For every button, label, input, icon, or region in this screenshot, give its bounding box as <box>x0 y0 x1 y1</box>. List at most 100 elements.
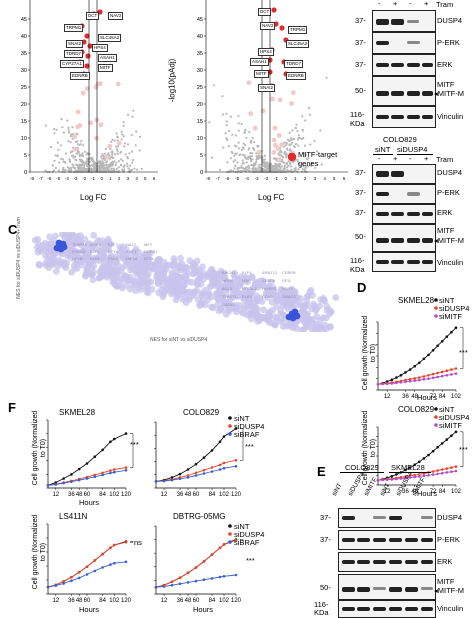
grey-dot <box>63 132 65 134</box>
nes-dot <box>114 283 121 290</box>
data-point-siBRAF <box>55 584 58 587</box>
grey-dot <box>132 110 134 112</box>
grey-dot <box>117 145 119 147</box>
y-tick-label: 10 <box>197 136 203 142</box>
data-point-siMITF <box>409 380 412 383</box>
nes-dot <box>254 318 261 325</box>
grey-dot <box>297 145 299 147</box>
x-tick-label: 120 <box>121 598 132 604</box>
grey-dot <box>62 158 64 160</box>
data-point-siNT <box>62 477 65 480</box>
gene-label: SLC45A2 <box>286 40 309 48</box>
data-point-siBRAF <box>70 480 73 483</box>
grey-dot <box>114 153 116 155</box>
nes-dot <box>123 274 130 281</box>
data-point-siMITF <box>386 478 389 481</box>
x-tick-label: 36 <box>68 598 75 604</box>
x-tick-label: 84 <box>99 492 106 498</box>
grey-dot <box>255 167 257 169</box>
data-point-siBRAF <box>109 472 112 475</box>
data-point-siNT <box>78 468 81 471</box>
grey-dot <box>211 157 213 159</box>
data-point-siBRAF <box>125 469 128 472</box>
grey-dot <box>75 132 77 134</box>
x-tick-label: 12 <box>161 492 168 498</box>
data-point-siMITF <box>455 470 458 473</box>
nes-dot <box>90 232 97 239</box>
x-tick-label: 102 <box>109 492 120 498</box>
y-tick-label: 25 <box>197 85 203 91</box>
grey-dot <box>111 164 113 166</box>
legend-marker <box>228 540 232 544</box>
gene-label: HPS4 <box>258 48 274 56</box>
nes-dot <box>209 268 216 275</box>
gene-label: EDNRB <box>286 72 306 80</box>
panel-c-plot <box>30 232 342 332</box>
nes-dot <box>156 279 163 286</box>
data-point-siNT <box>418 362 421 365</box>
chart-title: COLO829 <box>398 405 434 414</box>
nes-dot <box>225 306 232 313</box>
legend-entry: siMITF <box>439 421 462 430</box>
data-point-siMITF <box>386 383 389 386</box>
mitf-target-dot-faint <box>257 150 262 155</box>
nes-dot <box>254 306 261 313</box>
nes-dot <box>313 313 320 320</box>
grey-dot <box>251 168 253 170</box>
nes-dot <box>154 272 161 279</box>
grey-dot <box>131 116 133 118</box>
x-tick-label: -6 <box>225 176 229 181</box>
x-tick-label: -1 <box>274 176 278 181</box>
data-point-siNT <box>450 331 453 334</box>
blot-top-dusp4 <box>372 10 436 32</box>
y-tick-label: 20 <box>197 102 203 108</box>
grey-dot <box>289 163 291 165</box>
data-point-siBRAF <box>171 479 174 482</box>
data-point-siDUSP4 <box>171 581 174 584</box>
grey-dot <box>111 151 113 153</box>
data-point-siNT <box>413 365 416 368</box>
legend-marker <box>228 432 232 436</box>
data-point-siMITF <box>391 382 394 385</box>
grey-dot <box>222 113 224 115</box>
grey-dot <box>253 147 255 149</box>
data-point-siBRAF <box>219 468 222 471</box>
grey-dot <box>221 95 223 97</box>
nes-dot <box>260 306 267 313</box>
volcano-right-ylabel: -log10(pAdj) <box>167 59 176 103</box>
data-point-siNT <box>423 358 426 361</box>
mw-label: 37- <box>355 16 366 25</box>
blot-e-vinculin <box>338 600 436 618</box>
y-tick-label: 35 <box>197 51 203 57</box>
gene-label: HPS4 <box>92 44 108 52</box>
grey-dot <box>88 158 90 160</box>
grey-dot <box>278 165 280 167</box>
sig-label: *** <box>459 445 468 454</box>
panel-c-xlabel: NES for siNT vs siDUSP4 <box>150 337 207 343</box>
grey-dot <box>94 168 96 170</box>
grey-dot <box>309 143 311 145</box>
grey-dot <box>257 168 259 170</box>
grey-dot <box>287 160 289 162</box>
blot-colo-mitf <box>372 224 436 252</box>
grey-dot <box>61 126 63 128</box>
grey-dot <box>123 145 125 147</box>
grey-dot <box>70 141 72 143</box>
data-point-siBRAF <box>78 479 81 482</box>
nes-dot <box>327 324 334 331</box>
grey-dot <box>110 141 112 143</box>
series-line-siDUSP4 <box>48 542 126 587</box>
x-tick-label: 84 <box>439 394 446 400</box>
legend-marker <box>434 314 438 318</box>
data-point-siDUSP4 <box>450 466 453 469</box>
data-point-siBRAF <box>195 580 198 583</box>
sign: + <box>393 0 397 8</box>
sig-label: *** <box>245 442 254 451</box>
nes-dot <box>185 270 192 277</box>
nes-dot <box>46 233 53 240</box>
x-tick-label: -3 <box>74 176 78 181</box>
grey-dot <box>120 151 122 153</box>
blot-top-mitf <box>372 76 436 106</box>
